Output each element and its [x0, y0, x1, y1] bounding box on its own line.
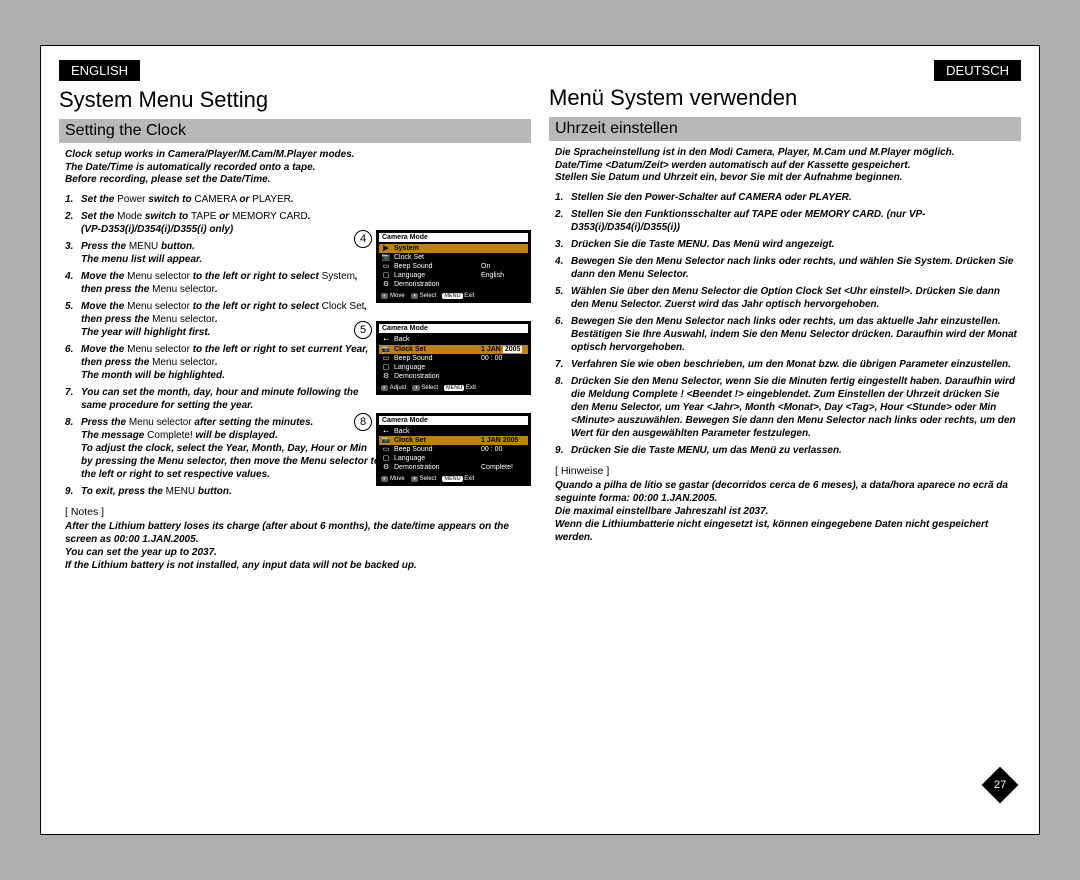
section-de: Uhrzeit einstellen: [549, 117, 1021, 141]
section-en: Setting the Clock: [59, 119, 531, 143]
intro-line: Before recording, please set the Date/Ti…: [65, 174, 531, 187]
figure-number: 8: [354, 413, 372, 431]
step: Drücken Sie den Menu Selector, wenn Sie …: [555, 375, 1017, 440]
figure-8: 8 Camera Mode ⭠Back 📷Clock Set 1 JAN 200…: [376, 413, 531, 486]
notes-en: After the Lithium battery loses its char…: [59, 520, 531, 572]
intro-line: The Date/Time is automatically recorded …: [65, 162, 531, 175]
step: Bewegen Sie den Menu Selector nach links…: [555, 315, 1017, 354]
tape-icon: ▭: [381, 354, 391, 363]
intro-en: Clock setup works in Camera/Player/M.Cam…: [59, 149, 531, 193]
settings-icon: ⚙: [381, 280, 391, 289]
step: Stellen Sie den Power-Schalter auf CAMER…: [555, 191, 1017, 204]
menu-button-icon: MENU: [444, 385, 464, 391]
camera-figures: 4 Camera Mode ▶System 📷Clock Set ▭Beep S…: [376, 230, 531, 504]
step: Set the Mode switch to TAPE or MEMORY CA…: [65, 210, 381, 236]
camera-osd: Camera Mode ▶System 📷Clock Set ▭Beep Sou…: [376, 230, 531, 303]
step: Press the Menu selector after setting th…: [65, 416, 381, 481]
step: Stellen Sie den Funktionsschalter auf TA…: [555, 208, 1017, 234]
display-icon: ▢: [381, 363, 391, 372]
step: Move the Menu selector to the left or ri…: [65, 270, 381, 296]
camera-icon: 📷: [381, 436, 391, 445]
figure-5: 5 Camera Mode ⭠Back 📷Clock Set 1 JAN 200…: [376, 321, 531, 394]
osd-title: Camera Mode: [379, 416, 528, 425]
notes-de: Quando a pilha de lítio se gastar (decor…: [549, 479, 1021, 544]
intro-line: Clock setup works in Camera/Player/M.Cam…: [65, 149, 531, 162]
steps-de: Stellen Sie den Power-Schalter auf CAMER…: [549, 191, 1021, 457]
english-column: ENGLISH System Menu Setting Setting the …: [59, 60, 531, 804]
note-line: Die maximal einstellbare Jahreszahl ist …: [555, 505, 1021, 518]
back-icon: ⭠: [381, 427, 391, 436]
step: Bewegen Sie den Menu Selector nach links…: [555, 255, 1017, 281]
step: Move the Menu selector to the left or ri…: [65, 300, 381, 339]
step: Wählen Sie über den Menu Selector die Op…: [555, 285, 1017, 311]
note-line: You can set the year up to 2037.: [65, 546, 531, 559]
display-icon: ▢: [381, 454, 391, 463]
figure-number: 4: [354, 230, 372, 248]
tape-icon: ▭: [381, 445, 391, 454]
lang-tab-en: ENGLISH: [59, 60, 140, 81]
menu-button-icon: MENU: [442, 293, 462, 299]
lang-tab-de: DEUTSCH: [934, 60, 1021, 81]
display-icon: ▢: [381, 271, 391, 280]
step: Drücken Sie die Taste MENU. Das Menü wir…: [555, 238, 1017, 251]
tape-icon: ▭: [381, 262, 391, 271]
select-icon: ◑: [412, 385, 419, 391]
page-number: 27: [982, 767, 1019, 804]
osd-title: Camera Mode: [379, 233, 528, 242]
note-line: If the Lithium battery is not installed,…: [65, 559, 531, 572]
step: To exit, press the MENU button.: [65, 485, 381, 498]
move-icon: ◐: [381, 476, 388, 482]
step: Set the Power switch to CAMERA or PLAYER…: [65, 193, 381, 206]
gear-icon: ▶: [381, 244, 391, 253]
notes-header-de: [ Hinweise ]: [555, 465, 1021, 477]
title-de: Menü System verwenden: [549, 85, 1021, 111]
figure-4: 4 Camera Mode ▶System 📷Clock Set ▭Beep S…: [376, 230, 531, 303]
camera-icon: 📷: [381, 345, 391, 354]
settings-icon: ⚙: [381, 463, 391, 472]
select-icon: ◑: [411, 293, 418, 299]
back-icon: ⭠: [381, 335, 391, 344]
camera-osd: Camera Mode ⭠Back 📷Clock Set 1 JAN 2005 …: [376, 321, 531, 394]
intro-line: Die Spracheinstellung ist in den Modi Ca…: [555, 147, 1021, 160]
step: Press the MENU button.The menu list will…: [65, 240, 381, 266]
notes-header-en: [ Notes ]: [65, 506, 531, 518]
step: Verfahren Sie wie oben beschrieben, um d…: [555, 358, 1017, 371]
camera-icon: 📷: [381, 253, 391, 262]
intro-line: Date/Time <Datum/Zeit> werden automatisc…: [555, 160, 1021, 173]
intro-de: Die Spracheinstellung ist in den Modi Ca…: [549, 147, 1021, 191]
camera-osd: Camera Mode ⭠Back 📷Clock Set 1 JAN 2005 …: [376, 413, 531, 486]
note-line: Quando a pilha de lítio se gastar (decor…: [555, 479, 1021, 505]
german-column: DEUTSCH Menü System verwenden Uhrzeit ei…: [549, 60, 1021, 804]
settings-icon: ⚙: [381, 372, 391, 381]
move-icon: ◐: [381, 293, 388, 299]
title-en: System Menu Setting: [59, 87, 531, 113]
step: You can set the month, day, hour and min…: [65, 386, 381, 412]
intro-line: Stellen Sie Datum und Uhrzeit ein, bevor…: [555, 172, 1021, 185]
manual-page: ENGLISH System Menu Setting Setting the …: [40, 45, 1040, 835]
note-line: Wenn die Lithiumbatterie nicht eingesetz…: [555, 518, 1021, 544]
osd-title: Camera Mode: [379, 324, 528, 333]
menu-button-icon: MENU: [442, 476, 462, 482]
adjust-icon: ◐: [381, 385, 388, 391]
step: Drücken Sie die Taste MENU, um das Menü …: [555, 444, 1017, 457]
step: Move the Menu selector to the left or ri…: [65, 343, 381, 382]
note-line: After the Lithium battery loses its char…: [65, 520, 531, 546]
select-icon: ◑: [411, 476, 418, 482]
